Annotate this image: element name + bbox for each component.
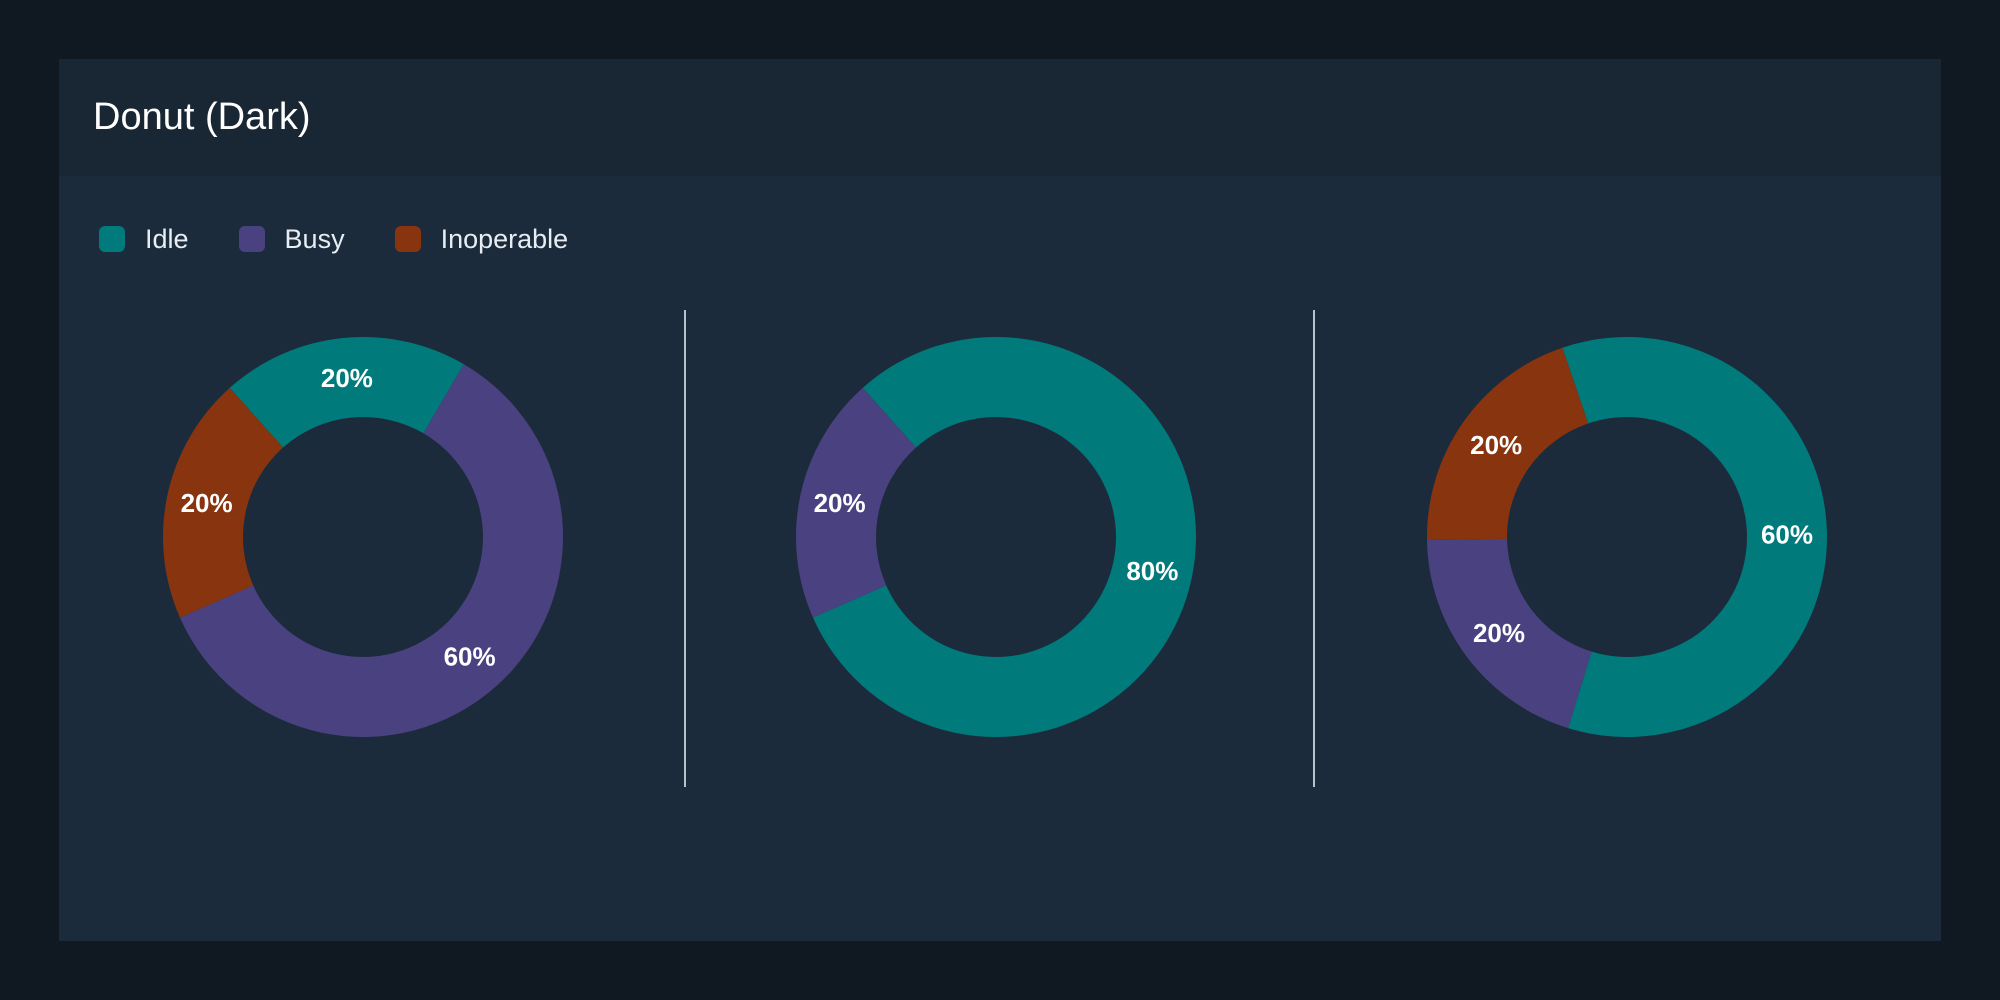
slice-label: 20% bbox=[1470, 430, 1522, 460]
slice-label: 20% bbox=[814, 488, 866, 518]
donut-slice-inoperable[interactable] bbox=[163, 387, 284, 618]
panel-header: Donut (Dark) bbox=[59, 59, 1941, 176]
panel-title: Donut (Dark) bbox=[93, 96, 311, 138]
slice-label: 20% bbox=[181, 488, 233, 518]
donut-slice-busy[interactable] bbox=[1427, 538, 1592, 729]
legend-swatch-idle bbox=[99, 226, 125, 252]
legend-swatch-inoperable bbox=[394, 226, 421, 252]
legend-item-busy[interactable]: Busy bbox=[238, 223, 345, 255]
donut-slice-idle[interactable] bbox=[812, 336, 1196, 737]
slice-label: 20% bbox=[321, 363, 373, 393]
legend-label-inoperable: Inoperable bbox=[440, 223, 569, 254]
slice-label: 60% bbox=[444, 641, 496, 671]
legend-item-idle[interactable]: Idle bbox=[99, 224, 189, 255]
donut-slice-idle[interactable] bbox=[229, 336, 464, 448]
donut-slice-busy[interactable] bbox=[179, 364, 563, 738]
legend-swatch-busy bbox=[238, 226, 265, 252]
legend: Idle Busy Inoperable bbox=[99, 215, 618, 263]
slice-label: 20% bbox=[1473, 618, 1525, 648]
legend-label-busy: Busy bbox=[284, 223, 345, 254]
slice-label: 60% bbox=[1761, 520, 1813, 550]
donut-slice-busy[interactable] bbox=[796, 387, 917, 618]
donut-slice-idle[interactable] bbox=[1562, 337, 1827, 737]
legend-item-inoperable[interactable]: Inoperable bbox=[394, 223, 569, 255]
chart-panel: Donut (Dark) Idle Busy Inoperable 20% 60%… bbox=[59, 59, 1941, 941]
legend-label-idle: Idle bbox=[145, 223, 189, 254]
donut-slice-inoperable[interactable] bbox=[1426, 347, 1589, 541]
slice-label: 80% bbox=[1126, 556, 1178, 586]
donut-charts: 20% 60% 20% 80% 20% 60% 20% 20% bbox=[163, 310, 1827, 787]
